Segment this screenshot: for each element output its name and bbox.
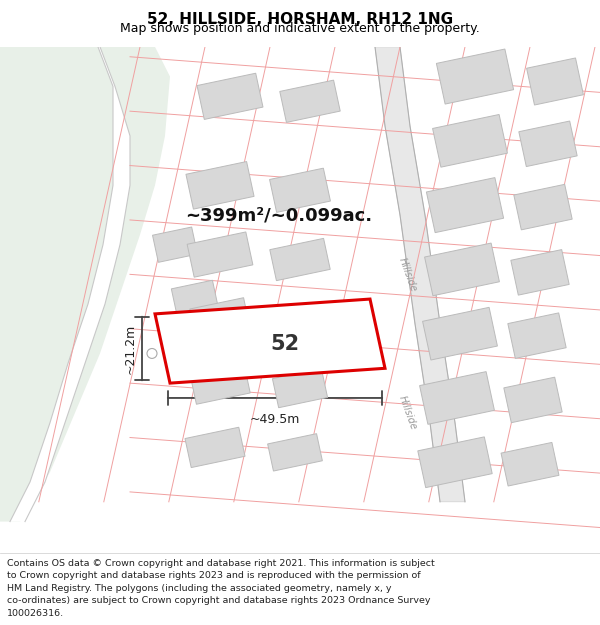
Polygon shape [155, 299, 385, 383]
Polygon shape [425, 243, 499, 296]
Text: ~21.2m: ~21.2m [124, 323, 137, 374]
Polygon shape [433, 114, 508, 167]
Polygon shape [197, 73, 263, 119]
Polygon shape [519, 121, 577, 166]
Polygon shape [375, 47, 465, 502]
Text: 100026316.: 100026316. [7, 609, 64, 618]
Polygon shape [10, 47, 130, 522]
Polygon shape [511, 249, 569, 295]
Polygon shape [508, 313, 566, 358]
Text: Contains OS data © Crown copyright and database right 2021. This information is : Contains OS data © Crown copyright and d… [7, 559, 435, 568]
Polygon shape [418, 437, 492, 488]
Polygon shape [190, 362, 250, 404]
Polygon shape [436, 49, 514, 104]
Polygon shape [186, 161, 254, 209]
Polygon shape [0, 47, 170, 522]
Text: co-ordinates) are subject to Crown copyright and database rights 2023 Ordnance S: co-ordinates) are subject to Crown copyr… [7, 596, 431, 605]
Polygon shape [185, 428, 245, 468]
Polygon shape [501, 442, 559, 486]
Polygon shape [187, 232, 253, 277]
Polygon shape [514, 184, 572, 230]
Polygon shape [190, 298, 250, 340]
Text: Hillside: Hillside [397, 256, 419, 293]
Polygon shape [280, 80, 340, 122]
Polygon shape [152, 227, 197, 262]
Polygon shape [422, 308, 497, 360]
Text: Map shows position and indicative extent of the property.: Map shows position and indicative extent… [120, 22, 480, 35]
Text: Hillside: Hillside [397, 394, 419, 431]
Text: 52: 52 [271, 334, 299, 354]
Circle shape [147, 349, 157, 358]
Text: 52, HILLSIDE, HORSHAM, RH12 1NG: 52, HILLSIDE, HORSHAM, RH12 1NG [147, 12, 453, 27]
Polygon shape [268, 434, 322, 471]
Text: to Crown copyright and database rights 2023 and is reproduced with the permissio: to Crown copyright and database rights 2… [7, 571, 421, 580]
Polygon shape [272, 368, 328, 408]
Polygon shape [427, 177, 503, 232]
Polygon shape [527, 58, 583, 105]
Polygon shape [172, 280, 218, 318]
Polygon shape [504, 377, 562, 423]
Polygon shape [270, 238, 330, 281]
Polygon shape [419, 372, 494, 424]
Text: ~49.5m: ~49.5m [250, 412, 300, 426]
Text: ~399m²/~0.099ac.: ~399m²/~0.099ac. [185, 206, 372, 224]
Text: HM Land Registry. The polygons (including the associated geometry, namely x, y: HM Land Registry. The polygons (includin… [7, 584, 392, 592]
Polygon shape [269, 168, 331, 212]
Polygon shape [272, 304, 328, 344]
